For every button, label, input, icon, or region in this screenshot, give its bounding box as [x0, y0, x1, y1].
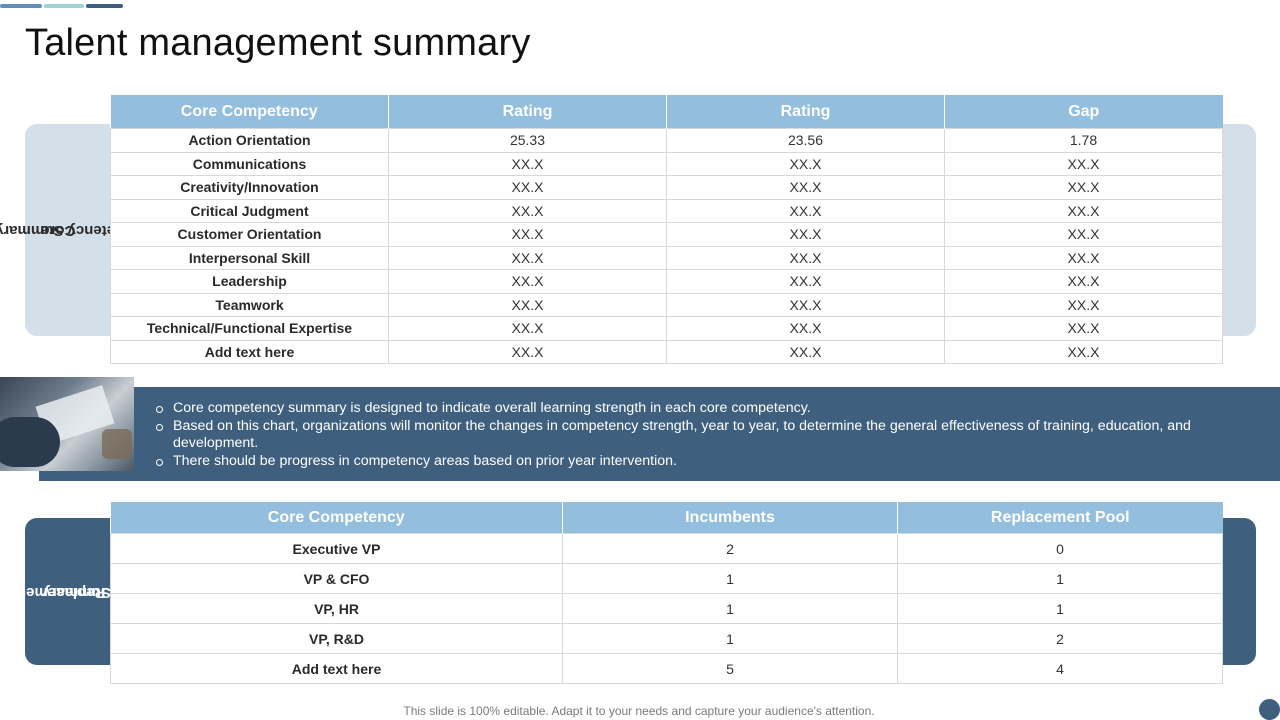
page-title: Talent management summary — [25, 22, 531, 64]
rating-2-cell: XX.X — [666, 269, 945, 294]
position-name: VP & CFO — [110, 563, 563, 594]
corner-dot — [1259, 699, 1280, 720]
rating-2-cell: XX.X — [666, 222, 945, 247]
header-replacement-pool: Replacement Pool — [897, 502, 1223, 534]
rating-1-cell: XX.X — [388, 245, 667, 270]
position-name: Add text here — [110, 653, 563, 684]
table-row: Interpersonal Skill XX.X XX.X XX.X — [110, 245, 1223, 270]
incumbents-cell: 2 — [562, 533, 898, 564]
rating-2-cell: XX.X — [666, 339, 945, 364]
incumbents-cell: 1 — [562, 563, 898, 594]
accent-bar-2 — [44, 4, 84, 8]
footer-note: This slide is 100% editable. Adapt it to… — [403, 704, 875, 718]
rating-2-cell: XX.X — [666, 316, 945, 341]
table-row: Executive VP 2 0 — [110, 533, 1223, 564]
rating-1-cell: XX.X — [388, 269, 667, 294]
gap-cell: XX.X — [944, 269, 1223, 294]
table-row: VP, HR 1 1 — [110, 593, 1223, 624]
table-row: VP, R&D 1 2 — [110, 623, 1223, 654]
table-row: Creativity/Innovation XX.X XX.X XX.X — [110, 175, 1223, 200]
rating-2-cell: XX.X — [666, 151, 945, 176]
rating-2-cell: XX.X — [666, 245, 945, 270]
table-row: Action Orientation 25.33 23.56 1.78 — [110, 128, 1223, 153]
rating-1-cell: XX.X — [388, 198, 667, 223]
header-rating-2: Rating — [666, 95, 945, 129]
competency-name: Add text here — [110, 339, 389, 364]
competency-name: Teamwork — [110, 292, 389, 317]
competency-name: Critical Judgment — [110, 198, 389, 223]
replacement-table: Core Competency Incumbents Replacement P… — [110, 502, 1223, 684]
rating-2-cell: 23.56 — [666, 128, 945, 153]
gap-cell: XX.X — [944, 339, 1223, 364]
rating-1-cell: XX.X — [388, 292, 667, 317]
gap-cell: XX.X — [944, 222, 1223, 247]
gap-cell: XX.X — [944, 198, 1223, 223]
competency-name: Interpersonal Skill — [110, 245, 389, 270]
gap-cell: XX.X — [944, 175, 1223, 200]
replacement-pool-cell: 0 — [897, 533, 1223, 564]
replacement-pool-cell: 2 — [897, 623, 1223, 654]
accent-bar-1 — [0, 4, 42, 8]
rating-2-cell: XX.X — [666, 198, 945, 223]
replacement-side-label: Replacement Summary — [12, 518, 111, 665]
gap-cell: XX.X — [944, 316, 1223, 341]
competency-name: Communications — [110, 151, 389, 176]
replacement-pool-cell: 1 — [897, 563, 1223, 594]
gap-cell: XX.X — [944, 245, 1223, 270]
table-row: Teamwork XX.X XX.X XX.X — [110, 292, 1223, 317]
competency-name: Action Orientation — [110, 128, 389, 153]
rating-1-cell: XX.X — [388, 316, 667, 341]
info-bullet-list: Core competency summary is designed to i… — [155, 400, 1215, 470]
rating-1-cell: XX.X — [388, 222, 667, 247]
table-row: VP & CFO 1 1 — [110, 563, 1223, 594]
competency-name: Customer Orientation — [110, 222, 389, 247]
rating-1-cell: XX.X — [388, 175, 667, 200]
table-row: Technical/Functional Expertise XX.X XX.X… — [110, 316, 1223, 341]
incumbents-cell: 1 — [562, 623, 898, 654]
info-banner — [39, 387, 1280, 481]
header-core-competency: Core Competency — [110, 95, 389, 129]
competency-name: Technical/Functional Expertise — [110, 316, 389, 341]
gap-cell: 1.78 — [944, 128, 1223, 153]
rating-2-cell: XX.X — [666, 175, 945, 200]
competency-table: Core Competency Rating Rating Gap Action… — [110, 95, 1223, 364]
rating-2-cell: XX.X — [666, 292, 945, 317]
rating-1-cell: XX.X — [388, 339, 667, 364]
competency-name: Leadership — [110, 269, 389, 294]
table-row: Add text here XX.X XX.X XX.X — [110, 339, 1223, 364]
gap-cell: XX.X — [944, 151, 1223, 176]
table-row: Communications XX.X XX.X XX.X — [110, 151, 1223, 176]
info-bullet: Based on this chart, organizations will … — [155, 418, 1215, 453]
table-row: Leadership XX.X XX.X XX.X — [110, 269, 1223, 294]
position-name: VP, R&D — [110, 623, 563, 654]
header-gap: Gap — [944, 95, 1223, 129]
replacement-pool-cell: 4 — [897, 653, 1223, 684]
table-row: Critical Judgment XX.X XX.X XX.X — [110, 198, 1223, 223]
position-name: VP, HR — [110, 593, 563, 624]
rating-1-cell: 25.33 — [388, 128, 667, 153]
competency-name: Creativity/Innovation — [110, 175, 389, 200]
header-incumbents: Incumbents — [562, 502, 898, 534]
table-header-row: Core Competency Incumbents Replacement P… — [110, 502, 1223, 534]
replacement-pool-cell: 1 — [897, 593, 1223, 624]
info-bullet: Core competency summary is designed to i… — [155, 400, 1215, 418]
table-row: Add text here 5 4 — [110, 653, 1223, 684]
rating-1-cell: XX.X — [388, 151, 667, 176]
accent-bar-3 — [86, 4, 123, 8]
position-name: Executive VP — [110, 533, 563, 564]
table-row: Customer Orientation XX.X XX.X XX.X — [110, 222, 1223, 247]
incumbents-cell: 1 — [562, 593, 898, 624]
incumbents-cell: 5 — [562, 653, 898, 684]
competency-side-label: Core Competency Summary — [0, 124, 158, 336]
info-bullet: There should be progress in competency a… — [155, 453, 1215, 471]
header-core-competency: Core Competency — [110, 502, 563, 534]
table-header-row: Core Competency Rating Rating Gap — [110, 95, 1223, 129]
header-rating-1: Rating — [388, 95, 667, 129]
office-photo — [0, 377, 134, 471]
gap-cell: XX.X — [944, 292, 1223, 317]
